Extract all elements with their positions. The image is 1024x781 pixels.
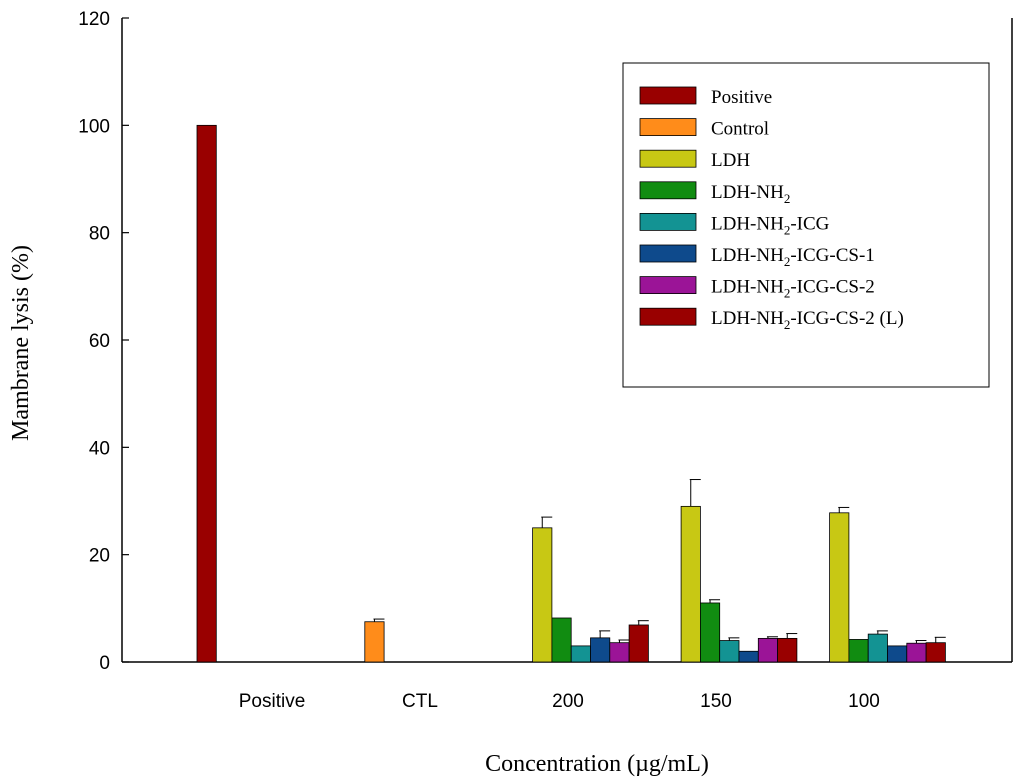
legend-swatch [639, 86, 697, 105]
legend-label-main: LDH [711, 150, 750, 171]
y-tick-label: 100 [78, 116, 110, 137]
y-axis: 0 20 40 60 80 100 120 [78, 9, 129, 674]
y-axis-title: Mambrane lysis (%) [8, 245, 34, 441]
legend-label: LDH-NH2-ICG [711, 213, 830, 237]
bar [887, 645, 908, 663]
x-axis-title: Concentration (µg/mL) [485, 751, 709, 777]
bars [196, 124, 946, 663]
bar [532, 527, 553, 663]
legend-label: LDH-NH2-ICG-CS-1 [711, 245, 875, 269]
legend-swatch [639, 307, 697, 326]
legend-label: Positive [711, 87, 772, 108]
x-axis: Positive CTL 200 150 100 [239, 691, 880, 712]
legend-label-main: LDH-NH [711, 308, 784, 329]
bar [700, 602, 721, 663]
legend-swatch [639, 212, 697, 231]
legend-label: LDH-NH2 [711, 182, 790, 206]
legend-label-subscript: 2 [784, 191, 791, 206]
y-tick-label: 60 [89, 331, 110, 352]
legend-swatch [639, 181, 697, 200]
legend-label-main: Control [711, 119, 769, 140]
bar [551, 617, 572, 663]
y-tick-label: 120 [78, 9, 110, 30]
bar [867, 633, 888, 663]
legend-label-subscript: 2 [784, 254, 791, 269]
bar [757, 637, 778, 663]
x-tick-label: 200 [552, 691, 584, 712]
y-tick-label: 20 [89, 546, 110, 567]
bar [829, 512, 850, 663]
bar [848, 639, 869, 663]
legend-swatch [639, 244, 697, 263]
legend-label-tail: -ICG-CS-1 [790, 245, 874, 266]
legend-swatch [639, 149, 697, 168]
legend-label-main: LDH-NH [711, 245, 784, 266]
legend-label-main: LDH-NH [711, 182, 784, 203]
legend-label-tail: -ICG-CS-2 [790, 277, 874, 298]
legend-label-subscript: 2 [784, 286, 791, 301]
legend-label-tail: -ICG [790, 213, 829, 234]
x-tick-label: Positive [239, 691, 306, 712]
legend-swatch [639, 276, 697, 295]
bar [777, 637, 798, 663]
y-tick-label: 40 [89, 438, 110, 459]
legend-label: Control [711, 119, 769, 140]
bar [196, 124, 217, 663]
y-tick-label: 80 [89, 224, 110, 245]
bar [609, 642, 630, 663]
x-tick-label: 100 [848, 691, 880, 712]
legend-label-subscript: 2 [784, 317, 791, 332]
error-bars [373, 479, 946, 644]
y-tick-label: 0 [99, 653, 110, 674]
legend-label-main: LDH-NH [711, 277, 784, 298]
bar [590, 637, 611, 663]
legend: PositiveControlLDHLDH-NH2LDH-NH2-ICGLDH-… [622, 62, 990, 388]
legend-label-main: LDH-NH [711, 213, 784, 234]
x-tick-label: 150 [700, 691, 732, 712]
legend-label-tail: -ICG-CS-2 (L) [790, 308, 903, 329]
bar [738, 650, 759, 663]
bar [364, 621, 385, 663]
legend-label-subscript: 2 [784, 222, 791, 237]
x-tick-label: CTL [402, 691, 438, 712]
legend-label: LDH-NH2-ICG-CS-2 (L) [711, 308, 904, 332]
bar [719, 640, 740, 663]
bar [570, 645, 591, 663]
bar [925, 642, 946, 663]
bar [906, 642, 927, 663]
legend-label-main: Positive [711, 87, 772, 108]
legend-label: LDH-NH2-ICG-CS-2 [711, 277, 875, 301]
bar [680, 505, 701, 663]
legend-label: LDH [711, 150, 750, 171]
bar [628, 624, 649, 663]
legend-swatch [639, 118, 697, 136]
